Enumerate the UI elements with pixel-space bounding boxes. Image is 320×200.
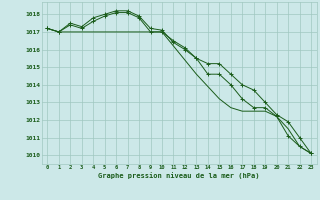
X-axis label: Graphe pression niveau de la mer (hPa): Graphe pression niveau de la mer (hPa) (99, 172, 260, 179)
